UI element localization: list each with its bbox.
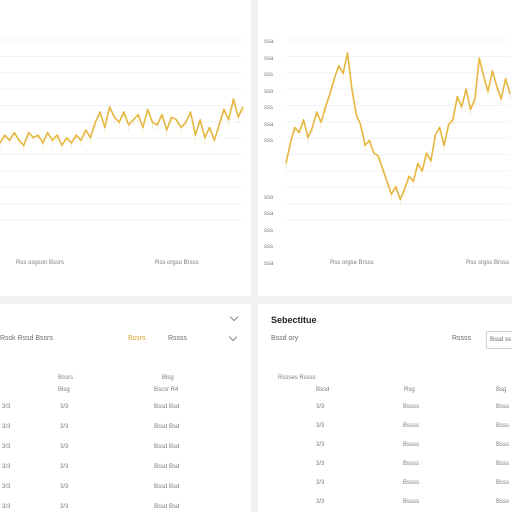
- table-cell: 3/3: [2, 464, 11, 470]
- table-cell: 3/3: [2, 424, 11, 430]
- table-cell: 3/3: [2, 484, 11, 490]
- y-axis-tick-label: ssa: [264, 211, 274, 217]
- table-header-col2: Blsg: [162, 375, 174, 381]
- table-cell: 3/3: [316, 461, 325, 467]
- line-chart-left: [0, 39, 244, 221]
- table-cell: 3/3: [316, 423, 325, 429]
- table-cell: Bssss: [403, 499, 420, 505]
- table-cell: Bssss: [403, 461, 420, 467]
- table-cell: 3/3: [60, 424, 69, 430]
- table-cell: 3/3: [2, 504, 11, 510]
- y-axis-tick-label: sss: [264, 227, 273, 234]
- select-label: Rssss: [452, 335, 472, 342]
- panel-title: Sebectitue: [271, 315, 317, 325]
- table-header-col1: Bssrs: [58, 375, 73, 381]
- table-cell: Bssd Bsd: [154, 484, 180, 490]
- chart-panel-left: Rss osgson Bssrs Rss orgso Brsss: [0, 0, 251, 296]
- x-axis-label-right-1: Rss orgse Brsss: [330, 260, 374, 266]
- line-chart-right: [285, 39, 511, 221]
- y-axis-tick-label: sss: [264, 138, 273, 144]
- y-axis-tick-label: sss: [264, 72, 273, 78]
- table-panel-left: Rssk Rssd Bssrs Bssrs Rssss Bssrs Blsg B…: [0, 304, 251, 512]
- collapse-chevron-icon[interactable]: [229, 312, 239, 322]
- panel-subtitle: Bssd ory: [271, 335, 299, 342]
- table-cell: Bsss: [496, 480, 510, 486]
- table-cell: 3/3: [2, 444, 11, 450]
- y-axis-tick-label: sss: [264, 244, 273, 250]
- panel-header-tab[interactable]: Rssss: [168, 335, 188, 342]
- table-cell: Bsss: [496, 423, 510, 429]
- table-cell: 3/3: [316, 442, 325, 448]
- y-axis-tick-label: ssa: [264, 39, 274, 45]
- y-axis-tick-label: ssa: [264, 121, 274, 128]
- table-cell: 3/3: [316, 404, 325, 410]
- dropdown-chevron-icon[interactable]: [228, 332, 238, 342]
- table-cell: 3/3: [316, 480, 325, 486]
- table-cell: Bssss: [403, 480, 420, 486]
- x-axis-label-right-2: Rss srgss Brsss: [466, 260, 510, 266]
- x-axis-label-left-2: Rss orgso Brsss: [155, 260, 199, 266]
- panel-header-tab-active[interactable]: Bssrs: [128, 335, 146, 342]
- table-cell: 3/3: [2, 404, 11, 410]
- table-cell: 3/3: [60, 484, 69, 490]
- table-cell: Bsss: [496, 442, 510, 448]
- table-cell: Bssss: [403, 423, 420, 429]
- table-header-col2: Bssd: [316, 387, 330, 393]
- table-header-col3: Rsg: [404, 387, 415, 393]
- table-cell: Bssss: [403, 442, 420, 448]
- table-panel-right: Sebectitue Bssd ory Rssss Bssd ss Rssses…: [258, 304, 512, 512]
- chart-panel-right: ssa ssa sss sso sss ssa sss sso ssa sss sss ssa Rss…: [258, 0, 512, 296]
- panel-header-label: Rssk Rssd Bssrs: [0, 335, 53, 342]
- table-cell: 3/3: [60, 404, 69, 410]
- series-line: [0, 98, 244, 147]
- filter-select[interactable]: Bssd ss: [486, 331, 512, 349]
- y-axis-tick-label: sss: [264, 105, 273, 111]
- y-axis-tick-label: sso: [264, 194, 274, 201]
- table-header-col1: Rssses Rssss: [278, 375, 316, 381]
- table-cell: Bssd Bsd: [154, 424, 180, 430]
- table-cell: Bssd Bsd: [154, 404, 180, 410]
- table-cell: Bssd Bsd: [154, 444, 180, 450]
- table-cell: Bsss: [496, 461, 510, 467]
- table-cell: 3/3: [60, 464, 69, 470]
- table-cell: Bssss: [403, 404, 420, 410]
- table-header-col4: Bsg: [496, 387, 507, 393]
- series-line: [285, 52, 511, 201]
- table-cell: Bssd Bsd: [154, 504, 180, 510]
- table-cell: Bsss: [496, 404, 510, 410]
- table-cell: Bsss: [496, 499, 510, 505]
- y-axis-tick-label: ssa: [264, 55, 274, 62]
- y-axis-tick-label: sso: [264, 88, 274, 95]
- table-cell: 3/3: [60, 504, 69, 510]
- table-cell: 3/3: [316, 499, 325, 505]
- table-cell: 3/3: [60, 444, 69, 450]
- x-axis-label-left-1: Rss osgson Bssrs: [16, 260, 65, 266]
- table-subheader-col1: Blsg: [58, 387, 70, 393]
- table-subheader-col2: Bscsr R4: [154, 387, 179, 393]
- y-axis-tick-label: ssa: [264, 260, 274, 267]
- table-cell: Bssd Bsd: [154, 464, 180, 470]
